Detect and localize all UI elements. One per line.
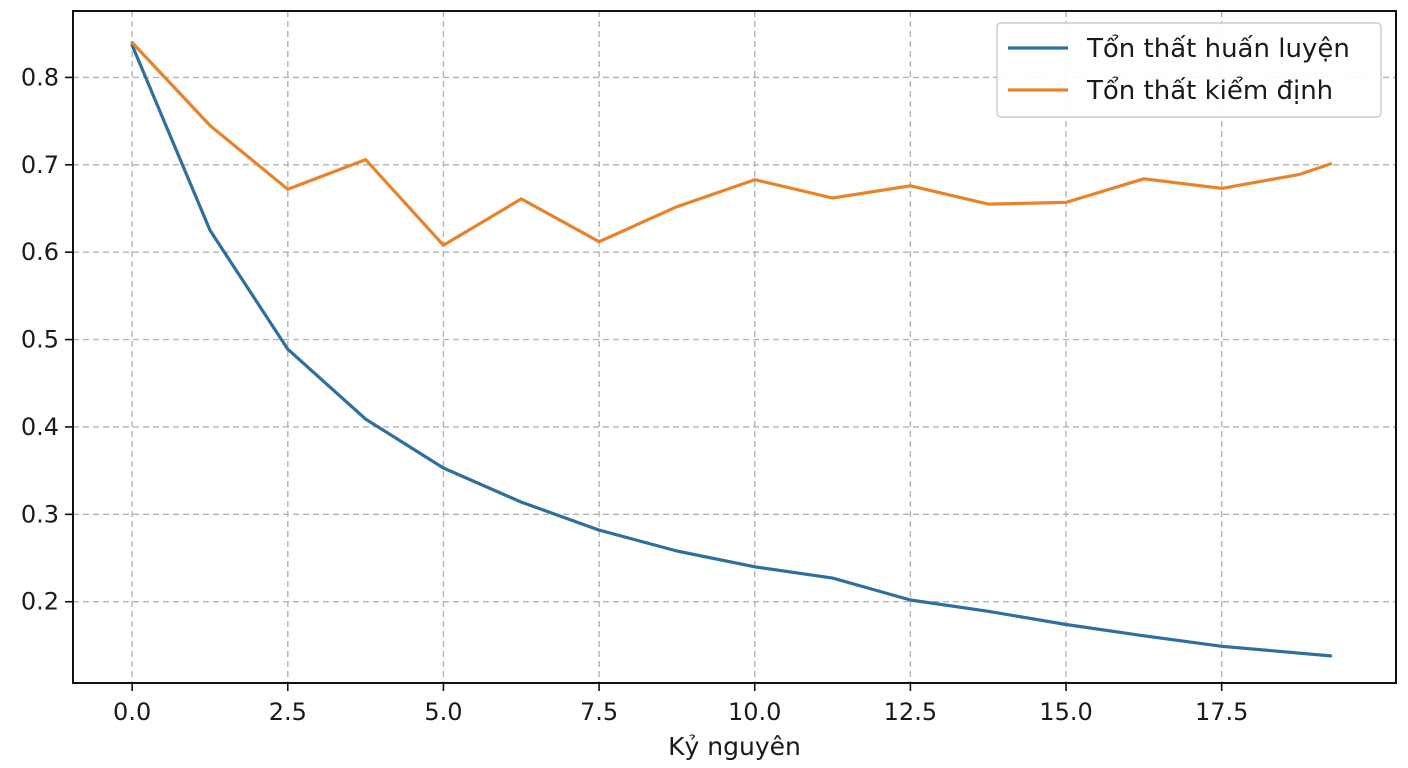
series-layer <box>130 40 1333 658</box>
plot-frame <box>72 10 1397 684</box>
series-line-1 <box>130 43 1333 658</box>
legend-box <box>996 22 1382 118</box>
series-line-2 <box>130 40 1333 247</box>
x-tick-label: 10.0 <box>728 698 781 726</box>
legend: Tổn thất huấn luyện Tổn thất kiểm định <box>996 22 1382 118</box>
x-tick-label: 15.0 <box>1039 698 1092 726</box>
y-tick-label: 0.7 <box>21 151 59 179</box>
legend-label-1: Tổn thất huấn luyện <box>1086 33 1350 64</box>
y-tick-label: 0.8 <box>21 63 59 91</box>
y-tick-label: 0.4 <box>21 413 59 441</box>
x-axis-label: Kỷ nguyên <box>668 732 801 761</box>
x-tick-label: 17.5 <box>1195 698 1248 726</box>
x-tick-label: 0.0 <box>113 698 151 726</box>
x-tick-label: 5.0 <box>424 698 462 726</box>
grid-layer <box>73 11 1396 683</box>
x-tick-label: 2.5 <box>269 698 307 726</box>
legend-label-2: Tổn thất kiểm định <box>1086 75 1333 106</box>
x-tick-label: 7.5 <box>580 698 618 726</box>
y-tick-label: 0.3 <box>21 500 59 528</box>
x-axis-ticks: 0.0 2.5 5.0 7.5 10.0 12.5 15.0 17.5 <box>113 683 1248 726</box>
y-tick-label: 0.2 <box>21 588 59 616</box>
y-tick-label: 0.6 <box>21 238 59 266</box>
y-axis-ticks: 0.2 0.3 0.4 0.5 0.6 0.7 0.8 <box>21 63 73 616</box>
y-tick-label: 0.5 <box>21 326 59 354</box>
x-tick-label: 12.5 <box>884 698 937 726</box>
